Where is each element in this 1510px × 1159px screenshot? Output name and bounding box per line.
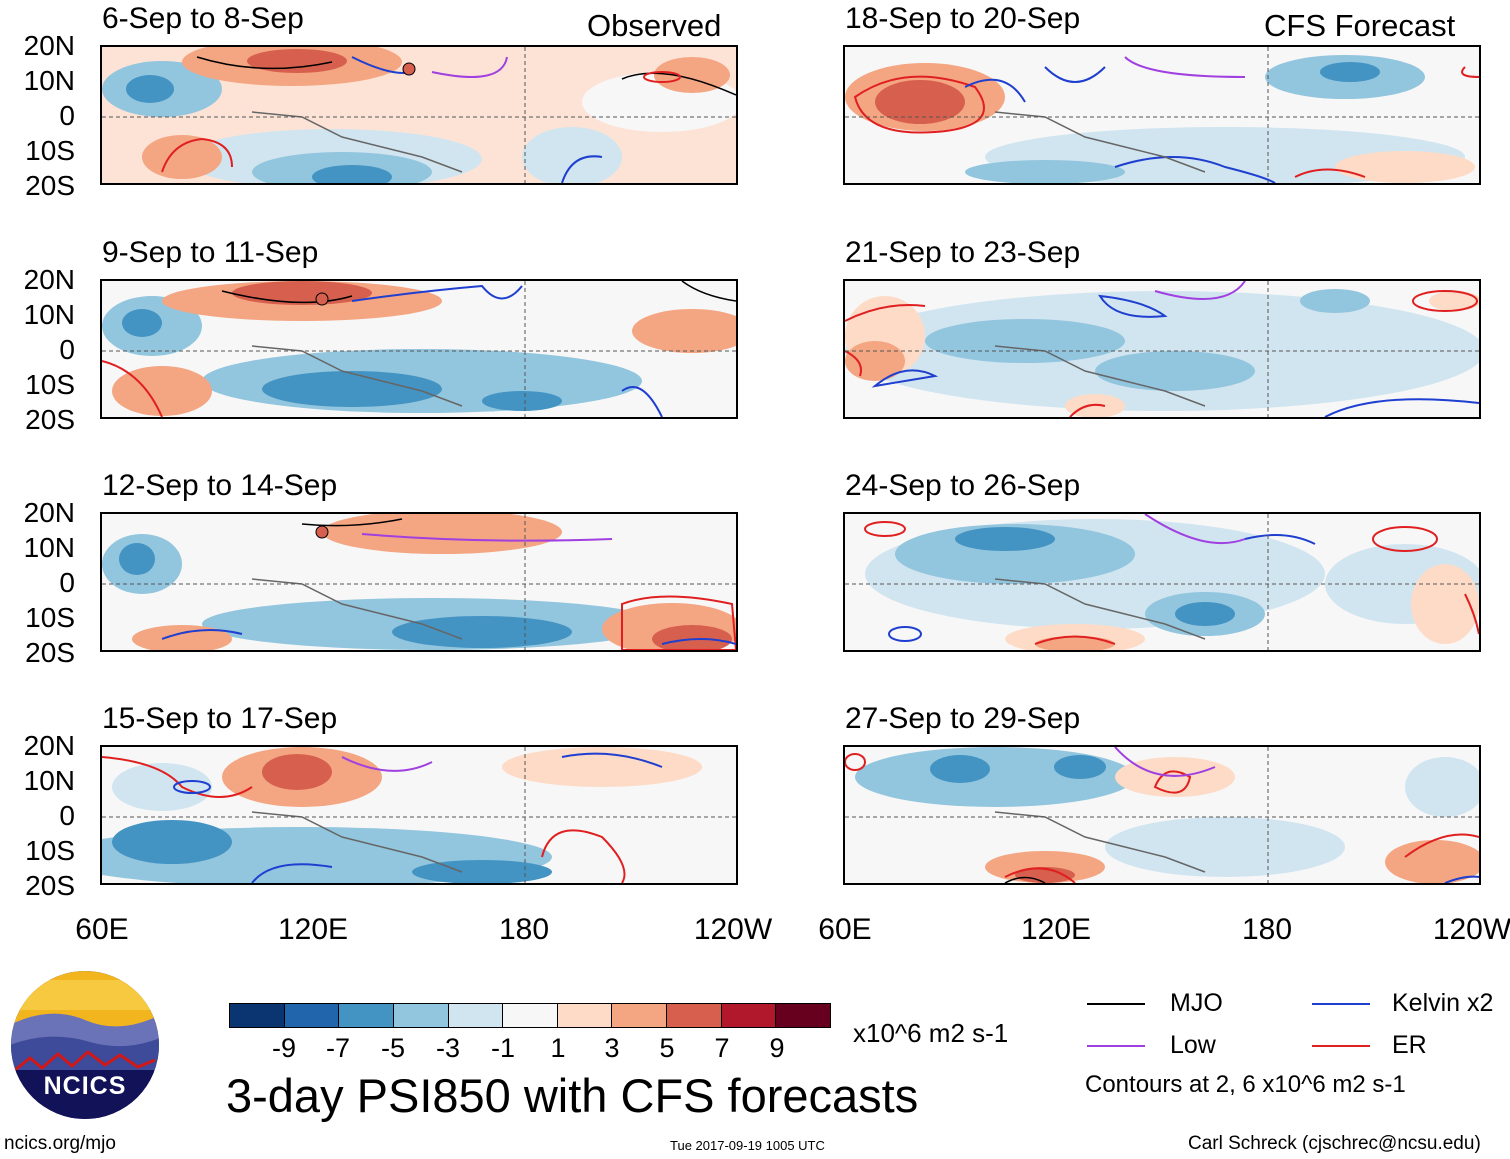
map-panel-3 — [100, 512, 738, 652]
er-line-swatch — [1312, 1045, 1370, 1047]
panel-title-7: 24-Sep to 26-Sep — [845, 469, 1081, 502]
colorbar-units: x10^6 m2 s-1 — [853, 1018, 1009, 1048]
legend-mjo-label: MJO — [1170, 989, 1223, 1017]
kelvin-line-swatch — [1312, 1003, 1370, 1005]
footer-timestamp: Tue 2017-09-19 1005 UTC — [670, 1138, 825, 1153]
legend-low-label: Low — [1170, 1031, 1216, 1059]
logo-text: NCICS — [43, 1072, 127, 1100]
map-panel-6 — [843, 279, 1481, 419]
lat-label: 10N — [23, 65, 75, 96]
colorbar-tick: 1 — [550, 1033, 566, 1063]
footer-credit: Carl Schreck (cjschrec@ncsu.edu) — [1188, 1133, 1481, 1154]
colorbar-swatch — [502, 1004, 557, 1027]
colorbar-tick: -9 — [271, 1033, 297, 1063]
colorbar-tick: 5 — [659, 1033, 675, 1063]
panel-title-1: 6-Sep to 8-Sep — [102, 2, 304, 35]
map-panel-2 — [100, 279, 738, 419]
lon-label: 120W — [1432, 913, 1510, 946]
lon-label: 120W — [693, 913, 773, 946]
lat-label: 20S — [25, 870, 75, 901]
colorbar-tick: -5 — [380, 1033, 406, 1063]
lat-label: 0 — [59, 334, 75, 365]
lat-label: 0 — [59, 567, 75, 598]
map-panel-7 — [843, 512, 1481, 652]
lat-label: 20S — [25, 637, 75, 668]
lat-label: 10S — [25, 835, 75, 866]
map-panel-4 — [100, 745, 738, 885]
lat-label: 10S — [25, 135, 75, 166]
mjo-line-swatch — [1087, 1003, 1145, 1005]
lon-label: 120E — [277, 913, 349, 946]
colorbar-swatch — [230, 1004, 284, 1027]
colorbar-tick: 7 — [714, 1033, 730, 1063]
observed-label: Observed — [587, 8, 722, 43]
lat-label: 10N — [23, 532, 75, 563]
lat-label: 10S — [25, 369, 75, 400]
lon-label: 180 — [498, 913, 550, 946]
panel-title-4: 15-Sep to 17-Sep — [102, 702, 338, 735]
lon-label: 60E — [75, 913, 129, 946]
lat-label: 20S — [25, 170, 75, 201]
colorbar-swatch — [666, 1004, 721, 1027]
map-panel-1 — [100, 45, 738, 185]
contour-note: Contours at 2, 6 x10^6 m2 s-1 — [1085, 1071, 1406, 1098]
colorbar-swatch — [556, 1004, 612, 1027]
lat-label: 20N — [23, 497, 75, 528]
colorbar-tick: -7 — [325, 1033, 351, 1063]
colorbar-tick: -1 — [490, 1033, 516, 1063]
colorbar-swatch — [392, 1004, 448, 1027]
lon-label: 120E — [1020, 913, 1092, 946]
lat-label: 10S — [25, 602, 75, 633]
lat-label: 0 — [59, 800, 75, 831]
panel-title-5: 18-Sep to 20-Sep — [845, 2, 1081, 35]
panel-title-6: 21-Sep to 23-Sep — [845, 236, 1081, 269]
colorbar-tick: 3 — [604, 1033, 620, 1063]
colorbar-swatch — [775, 1004, 831, 1027]
legend-kelvin-label: Kelvin x2 — [1392, 989, 1494, 1017]
panel-title-2: 9-Sep to 11-Sep — [102, 236, 319, 269]
legend-er-label: ER — [1392, 1031, 1427, 1059]
lat-label: 0 — [59, 100, 75, 131]
map-panel-5 — [843, 45, 1481, 185]
lat-label: 10N — [23, 765, 75, 796]
colorbar-swatches — [229, 1003, 831, 1028]
colorbar-tick: 9 — [769, 1033, 785, 1063]
lat-label: 20N — [23, 264, 75, 295]
colorbar-tick: -3 — [435, 1033, 461, 1063]
cfs-forecast-label: CFS Forecast — [1264, 8, 1456, 43]
lon-label: 180 — [1241, 913, 1293, 946]
map-panel-8 — [843, 745, 1481, 885]
main-title: 3-day PSI850 with CFS forecasts — [226, 1069, 919, 1122]
colorbar-swatch — [283, 1004, 339, 1027]
colorbar-swatch — [338, 1004, 393, 1027]
colorbar-swatch — [611, 1004, 667, 1027]
colorbar-swatch — [720, 1004, 776, 1027]
lat-label: 20N — [23, 730, 75, 761]
low-line-swatch — [1087, 1045, 1145, 1047]
panel-title-3: 12-Sep to 14-Sep — [102, 469, 338, 502]
panel-title-8: 27-Sep to 29-Sep — [845, 702, 1081, 735]
footer-url[interactable]: ncics.org/mjo — [4, 1133, 116, 1154]
colorbar-swatch — [447, 1004, 503, 1027]
lat-label: 10N — [23, 299, 75, 330]
ncics-logo: NCICS — [10, 970, 160, 1120]
lat-label: 20N — [23, 30, 75, 61]
lon-label: 60E — [818, 913, 872, 946]
lat-label: 20S — [25, 404, 75, 435]
